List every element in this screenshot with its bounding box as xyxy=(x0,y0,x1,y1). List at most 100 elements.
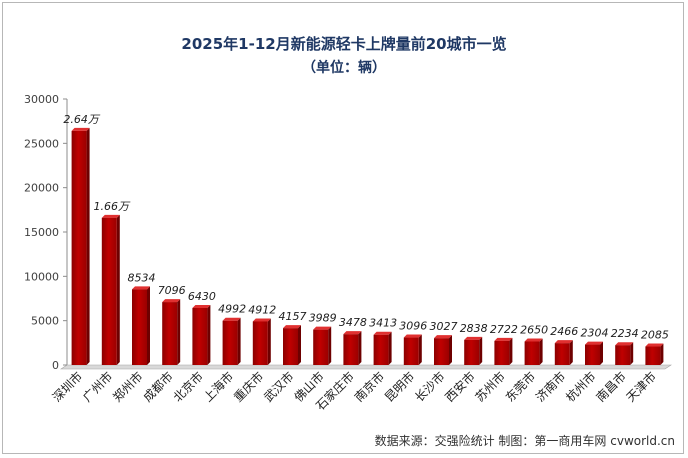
bar-top xyxy=(524,338,543,342)
bar-1 xyxy=(71,127,90,365)
data-label: 3413 xyxy=(369,317,397,330)
bar-front xyxy=(434,338,449,365)
bar-side xyxy=(630,342,634,365)
bar-side xyxy=(358,331,362,365)
bar-front xyxy=(403,337,419,365)
bar-top xyxy=(615,342,634,346)
category-label: 成都市 xyxy=(140,369,176,405)
bar-10 xyxy=(343,331,362,365)
data-label: 4157 xyxy=(279,310,307,323)
y-tick-label: 25000 xyxy=(24,137,59,150)
category-label: 北京市 xyxy=(170,369,206,405)
bar-3 xyxy=(132,286,150,365)
bar-top xyxy=(101,214,120,218)
bar-side xyxy=(207,304,211,365)
data-label: 3989 xyxy=(309,312,337,325)
bar-front xyxy=(494,340,510,365)
category-label: 昆明市 xyxy=(381,369,417,405)
y-tick-label: 30000 xyxy=(24,93,59,106)
bar-side xyxy=(388,331,392,365)
category-label: 广州市 xyxy=(79,369,115,405)
bar-side xyxy=(449,335,452,365)
x-axis-floor xyxy=(60,364,672,370)
bar-side xyxy=(539,338,543,365)
bar-side xyxy=(116,214,120,365)
data-label: 6430 xyxy=(188,290,216,303)
data-label: 2466 xyxy=(550,325,578,338)
bar-side xyxy=(147,286,150,365)
bar-top xyxy=(313,326,332,330)
category-label: 济南市 xyxy=(532,369,568,405)
bar-side xyxy=(569,340,573,365)
bar-front xyxy=(343,334,359,365)
bar-top xyxy=(192,304,211,308)
bars xyxy=(71,127,664,365)
category-label: 郑州市 xyxy=(110,369,146,405)
category-label: 南昌市 xyxy=(593,369,629,405)
chart-subtitle: （单位：辆） xyxy=(302,59,386,76)
bar-top xyxy=(71,127,90,131)
category-label: 苏州市 xyxy=(472,369,508,405)
chart-title: 2025年1-12月新能源轻卡上牌量前20城市一览 xyxy=(181,35,506,53)
bar-13 xyxy=(434,335,452,365)
bar-top xyxy=(252,318,271,322)
bar-front xyxy=(192,307,208,365)
bar-top xyxy=(494,337,513,341)
bar-5 xyxy=(192,304,211,365)
bar-18 xyxy=(585,341,603,365)
bar-4 xyxy=(162,299,181,365)
bar-8 xyxy=(283,325,301,365)
data-label: 2304 xyxy=(581,327,609,340)
bar-front xyxy=(252,321,268,365)
category-label: 天津市 xyxy=(623,369,659,405)
bar-top xyxy=(283,325,301,329)
category-label: 重庆市 xyxy=(230,369,266,405)
y-tick-label: 10000 xyxy=(24,270,59,283)
bar-17 xyxy=(554,340,573,365)
bar-side xyxy=(328,326,332,365)
bar-side xyxy=(660,343,664,365)
category-label: 南京市 xyxy=(351,369,387,405)
bar-front xyxy=(71,130,87,365)
bar-top xyxy=(554,340,573,344)
data-label: 2.64万 xyxy=(63,113,100,126)
bar-2 xyxy=(101,214,120,365)
bar-top xyxy=(645,343,664,347)
data-label: 3096 xyxy=(399,320,427,333)
axes: 0 5000 10000 15000 20000 25000 30000 xyxy=(24,93,672,372)
data-label: 7096 xyxy=(158,284,186,297)
bar-side xyxy=(86,127,90,365)
data-label: 8534 xyxy=(128,271,156,284)
bar-top xyxy=(162,299,181,303)
data-label: 2234 xyxy=(611,327,639,340)
bar-7 xyxy=(252,318,271,365)
bar-chart: 2025年1-12月新能源轻卡上牌量前20城市一览 （单位：辆） 0 5000 10… xyxy=(24,35,675,448)
bar-20 xyxy=(645,343,664,365)
bar-front xyxy=(101,217,117,365)
bar-side xyxy=(479,336,483,365)
bar-front xyxy=(222,320,238,365)
category-label: 长沙市 xyxy=(412,369,448,405)
bar-16 xyxy=(524,338,543,365)
data-label: 4912 xyxy=(248,303,276,316)
bar-front xyxy=(585,344,600,365)
data-label: 3478 xyxy=(339,316,367,329)
bar-top xyxy=(585,341,603,345)
bar-side xyxy=(298,325,301,365)
bar-front xyxy=(554,343,570,365)
category-label: 西安市 xyxy=(442,369,478,405)
bar-side xyxy=(418,334,422,365)
bar-12 xyxy=(403,334,422,365)
data-label: 2085 xyxy=(641,329,669,342)
category-label: 上海市 xyxy=(200,369,236,405)
bar-19 xyxy=(615,342,634,365)
bar-top xyxy=(132,286,150,290)
bar-side xyxy=(600,341,603,365)
bar-6 xyxy=(222,317,241,365)
y-tick-label: 15000 xyxy=(24,226,59,239)
bar-front xyxy=(645,346,661,365)
chart-frame: 2025年1-12月新能源轻卡上牌量前20城市一览 （单位：辆） 0 5000 10… xyxy=(2,2,684,454)
bar-top xyxy=(434,335,452,339)
bar-front xyxy=(313,329,329,365)
